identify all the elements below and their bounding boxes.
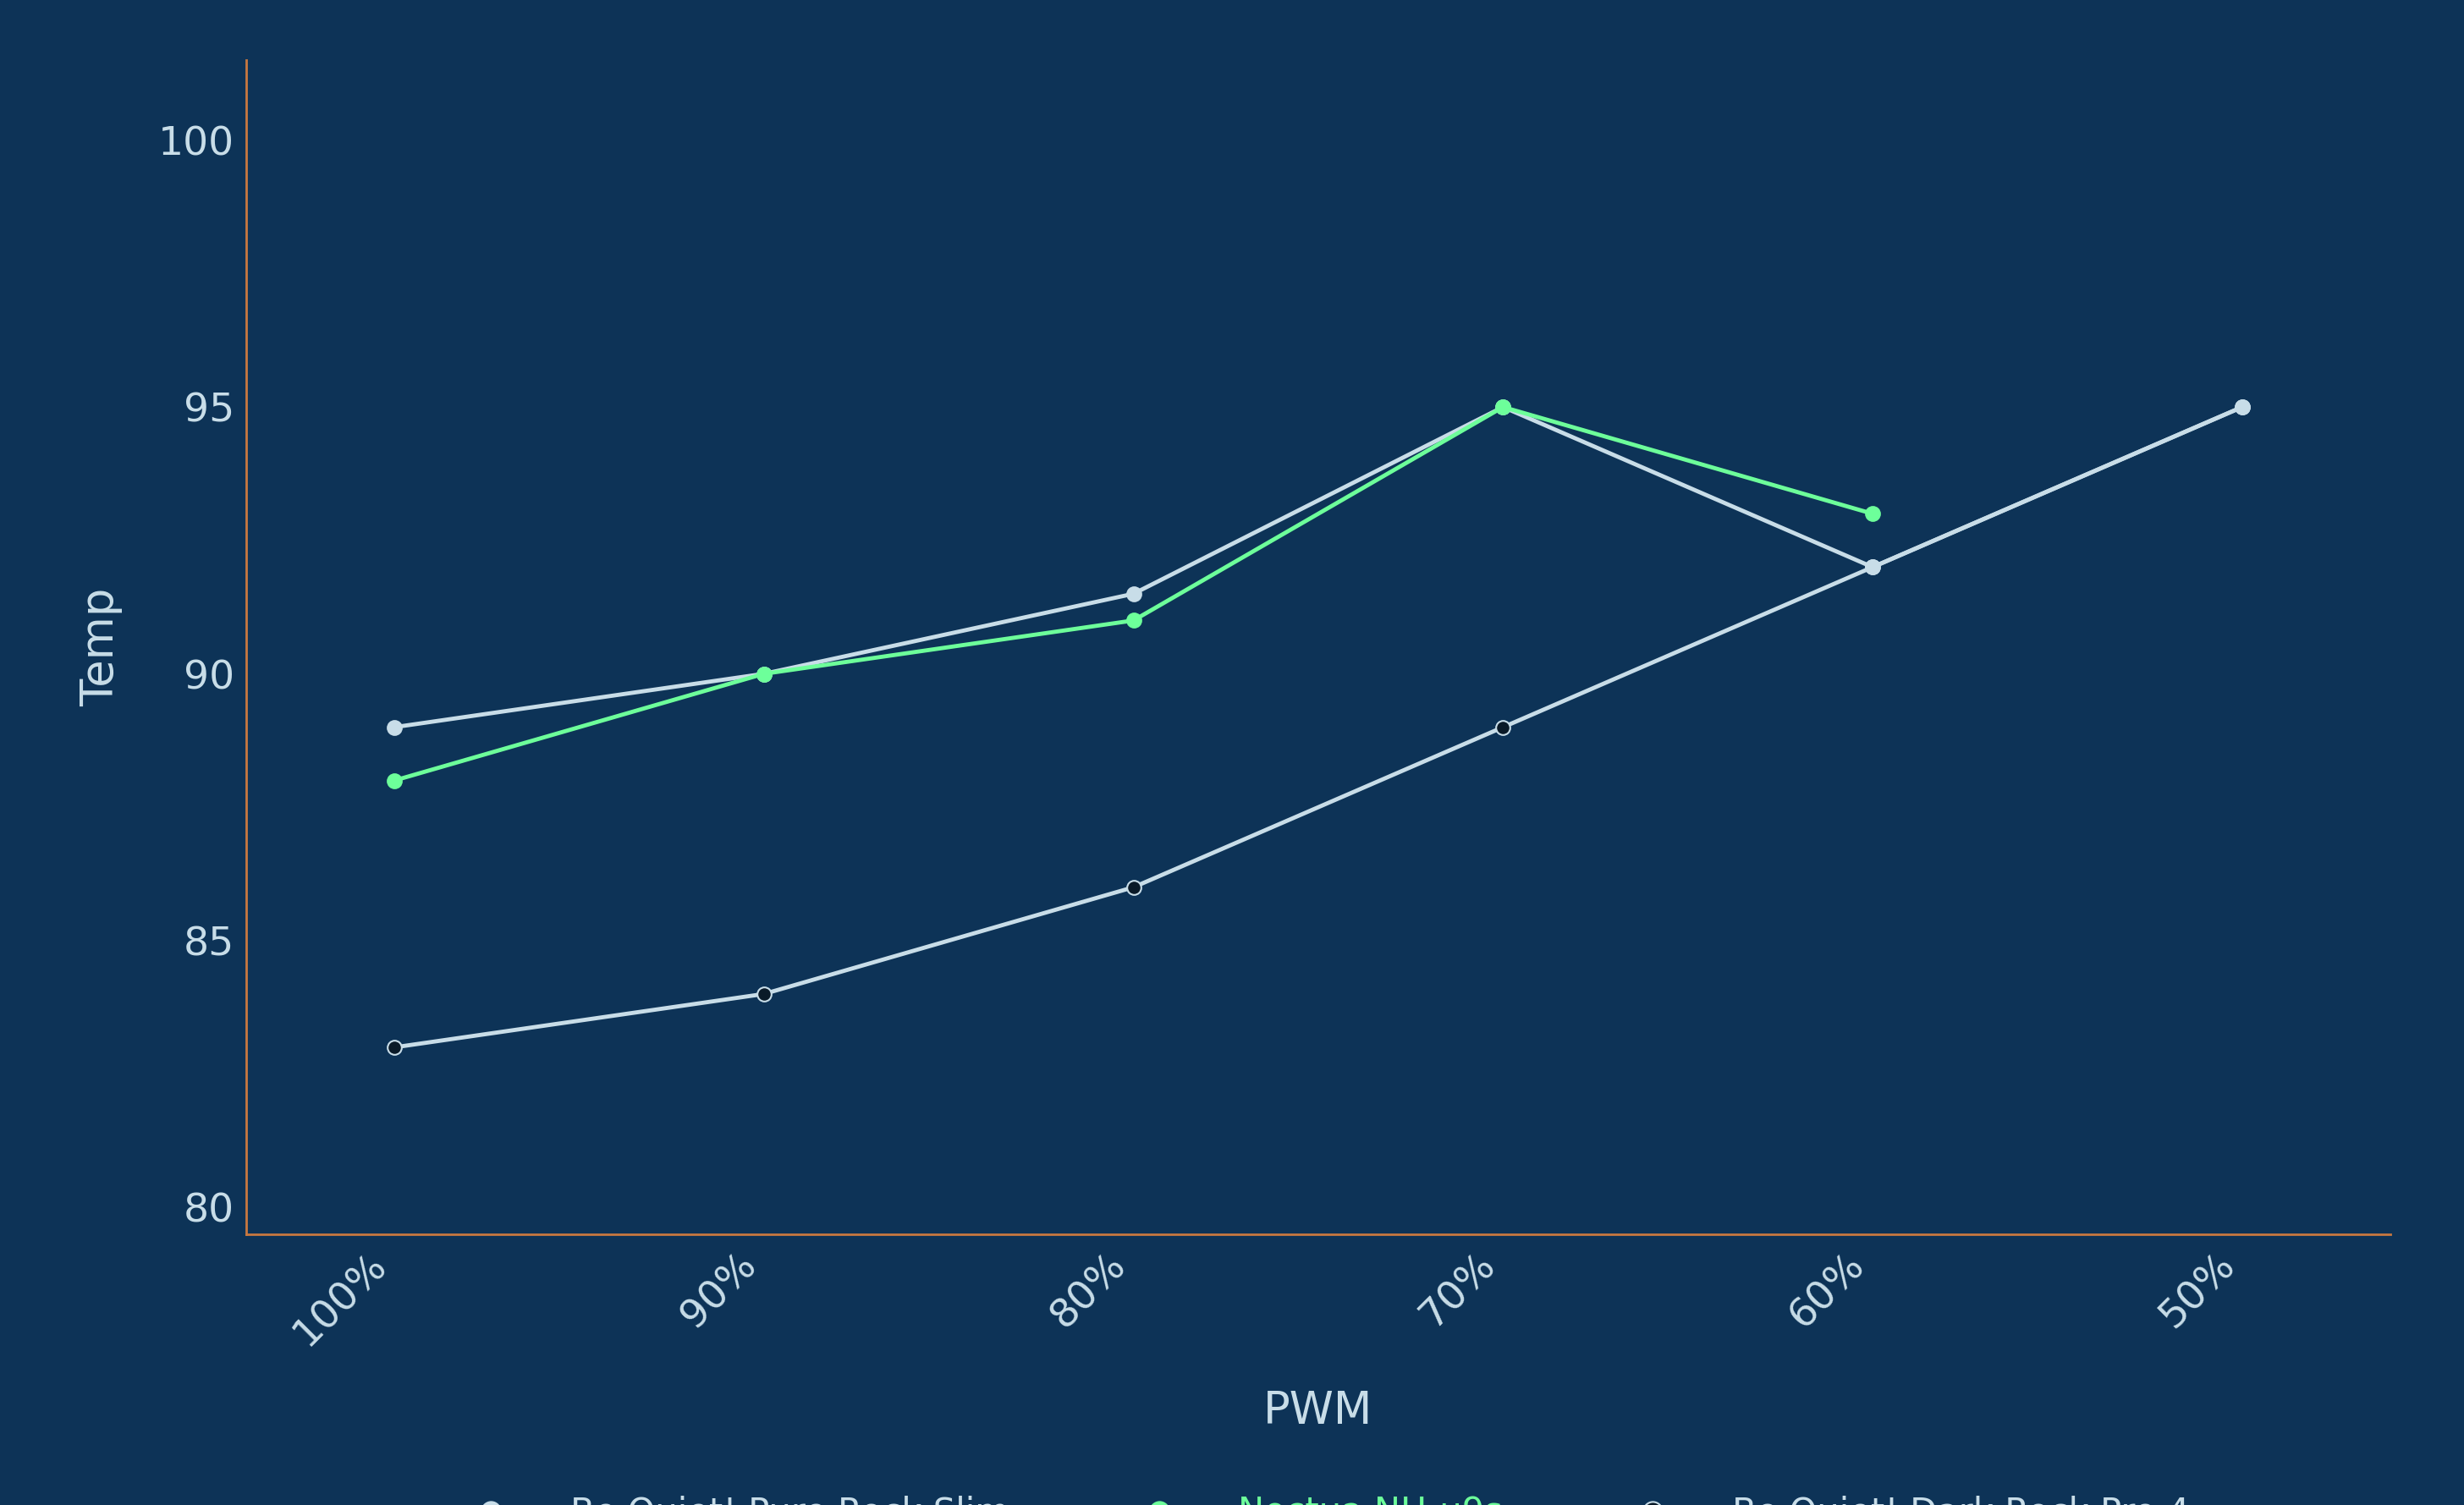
Legend: Be Quiet! Pure Rock Slim, Noctua NH-u9s, Be Quiet! Dark Rock Pro 4: Be Quiet! Pure Rock Slim, Noctua NH-u9s,… <box>434 1481 2203 1505</box>
X-axis label: PWM: PWM <box>1264 1389 1372 1433</box>
Y-axis label: Temp: Temp <box>79 588 123 706</box>
